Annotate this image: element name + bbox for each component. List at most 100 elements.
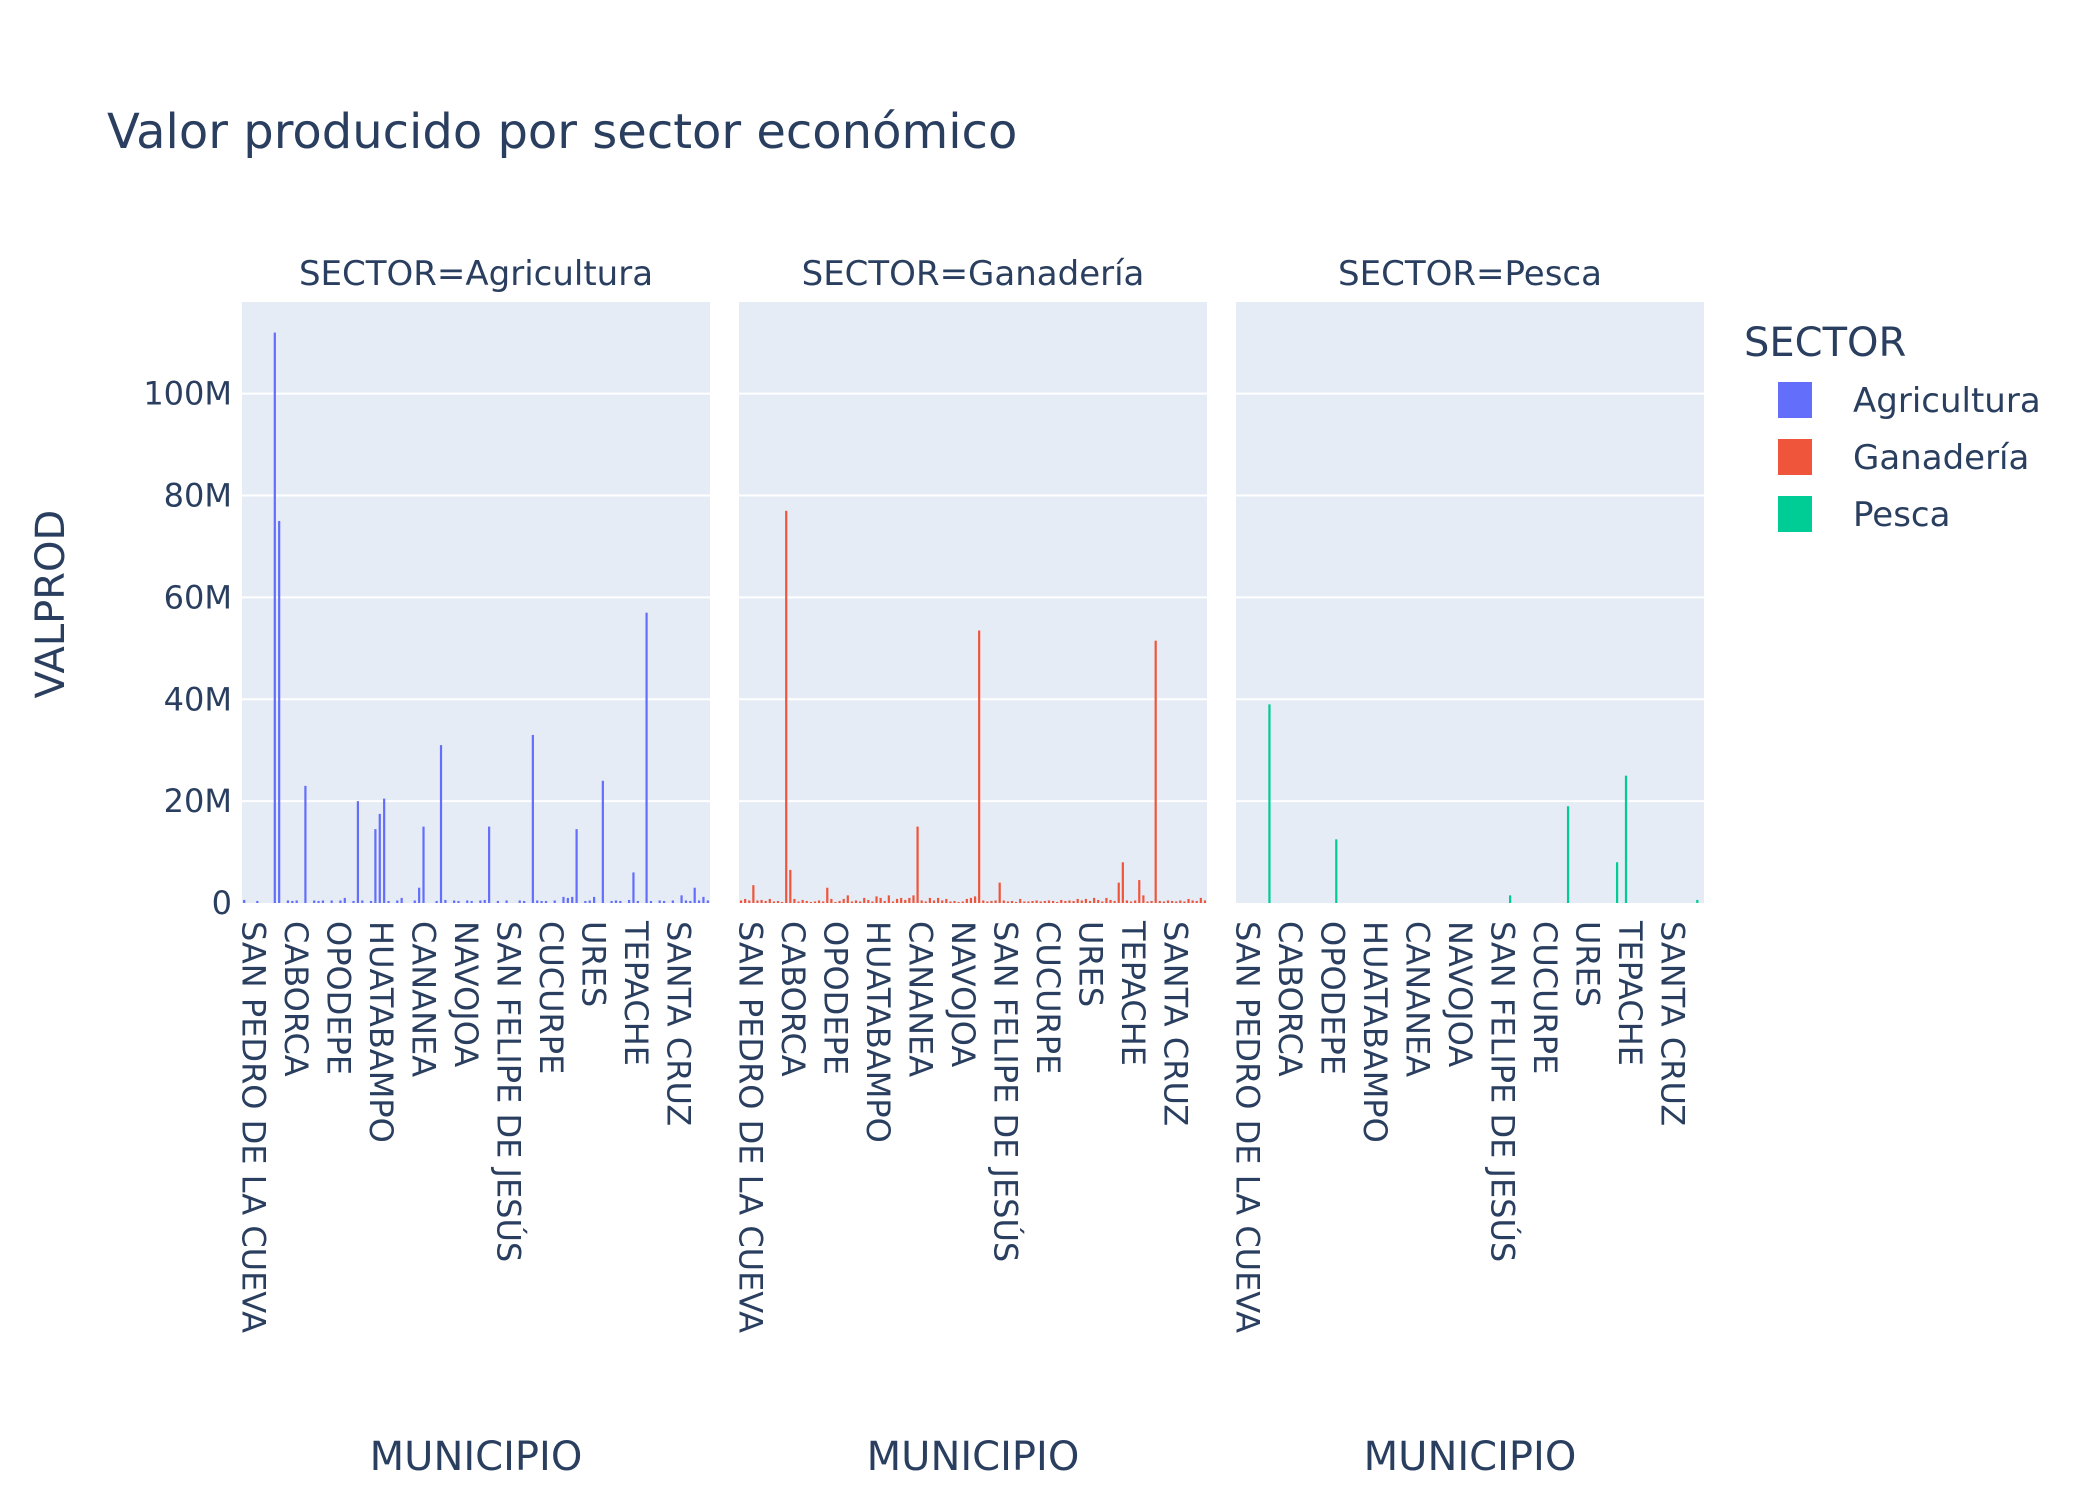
bar-ganadería[interactable] [859,901,862,903]
bar-ganadería[interactable] [797,901,800,903]
bar-ganadería[interactable] [1072,900,1075,903]
bar-agricultura[interactable] [470,900,473,903]
bar-pesca[interactable] [1615,862,1619,903]
bar-ganadería[interactable] [1166,900,1170,903]
legend-item-ganadería[interactable]: Ganadería [1778,438,2029,478]
bar-agricultura[interactable] [396,900,399,903]
legend-item-pesca[interactable]: Pesca [1778,495,1950,535]
bar-ganadería[interactable] [1142,895,1145,903]
bar-agricultura[interactable] [610,900,613,903]
bar-ganadería[interactable] [826,887,829,903]
bar-agricultura[interactable] [378,813,381,903]
bar-ganadería[interactable] [785,510,788,903]
bar-ganadería[interactable] [1019,898,1022,903]
bar-ganadería[interactable] [850,901,853,903]
bar-agricultura[interactable] [457,900,460,903]
bar-ganadería[interactable] [879,897,882,903]
bar-ganadería[interactable] [752,885,755,903]
bar-ganadería[interactable] [965,898,968,903]
bar-ganadería[interactable] [912,895,915,903]
bar-agricultura[interactable] [571,896,574,903]
bar-ganadería[interactable] [1002,900,1005,903]
bar-agricultura[interactable] [671,900,674,903]
bar-agricultura[interactable] [286,900,290,903]
bar-agricultura[interactable] [706,900,709,903]
bar-ganadería[interactable] [1039,901,1042,903]
bar-ganadería[interactable] [908,897,911,903]
bar-ganadería[interactable] [883,900,886,903]
bar-ganadería[interactable] [1097,899,1100,903]
bar-ganadería[interactable] [781,901,784,903]
bar-ganadería[interactable] [801,899,804,903]
bar-ganadería[interactable] [990,900,993,903]
bar-agricultura[interactable] [702,896,705,903]
bar-ganadería[interactable] [805,900,808,903]
bar-ganadería[interactable] [867,899,870,903]
bar-agricultura[interactable] [483,899,486,903]
bar-agricultura[interactable] [256,900,259,903]
bar-agricultura[interactable] [536,900,539,903]
bar-ganadería[interactable] [957,901,960,903]
bar-ganadería[interactable] [744,898,747,903]
bar-ganadería[interactable] [1084,898,1087,903]
bar-agricultura[interactable] [356,801,360,903]
bar-ganadería[interactable] [1203,900,1207,903]
bar-pesca[interactable] [1268,704,1271,903]
bar-ganadería[interactable] [969,897,973,903]
bar-ganadería[interactable] [748,900,751,903]
bar-agricultura[interactable] [479,900,482,903]
bar-ganadería[interactable] [978,630,981,903]
bar-agricultura[interactable] [383,798,386,903]
bar-ganadería[interactable] [941,900,944,903]
bar-ganadería[interactable] [817,900,821,903]
bar-agricultura[interactable] [453,900,456,903]
bar-ganadería[interactable] [739,900,743,903]
bar-ganadería[interactable] [1138,880,1141,903]
bar-ganadería[interactable] [842,898,845,903]
bar-agricultura[interactable] [636,900,639,903]
bar-agricultura[interactable] [584,900,587,903]
bar-agricultura[interactable] [592,896,596,903]
bar-ganadería[interactable] [1006,901,1009,903]
bar-pesca[interactable] [1566,806,1570,903]
bar-ganadería[interactable] [895,898,899,903]
bar-agricultura[interactable] [505,900,508,903]
bar-ganadería[interactable] [920,900,923,903]
bar-agricultura[interactable] [662,900,666,903]
bar-agricultura[interactable] [387,900,390,903]
bar-agricultura[interactable] [330,900,333,903]
bar-ganadería[interactable] [986,901,989,903]
bar-agricultura[interactable] [400,897,403,903]
bar-agricultura[interactable] [317,900,320,903]
bar-pesca[interactable] [1624,775,1628,903]
bar-ganadería[interactable] [1129,901,1133,903]
bar-agricultura[interactable] [496,900,499,903]
bar-ganadería[interactable] [1158,900,1161,903]
bar-agricultura[interactable] [422,826,425,903]
bar-agricultura[interactable] [361,900,364,903]
bar-pesca[interactable] [1509,895,1512,903]
bar-ganadería[interactable] [1175,901,1178,903]
bar-ganadería[interactable] [822,901,825,903]
bar-ganadería[interactable] [772,901,775,903]
bar-agricultura[interactable] [658,900,661,903]
bar-ganadería[interactable] [973,896,977,903]
bar-ganadería[interactable] [1154,640,1157,903]
legend[interactable]: SECTOR Agricultura Ganadería Pesca [1744,320,2041,535]
bar-agricultura[interactable] [343,897,346,903]
bar-ganadería[interactable] [1113,900,1116,903]
bar-agricultura[interactable] [649,900,653,903]
bar-ganadería[interactable] [1047,900,1051,903]
bar-ganadería[interactable] [838,900,841,903]
bar-agricultura[interactable] [295,900,298,903]
bar-ganadería[interactable] [900,897,903,903]
bar-agricultura[interactable] [313,900,316,903]
bar-ganadería[interactable] [1117,882,1120,903]
bar-ganadería[interactable] [982,900,985,903]
bar-agricultura[interactable] [339,900,342,903]
bar-ganadería[interactable] [834,901,837,903]
bar-ganadería[interactable] [1076,898,1079,903]
bar-ganadería[interactable] [924,901,927,903]
bar-ganadería[interactable] [1027,901,1030,903]
bar-pesca[interactable] [1335,839,1338,903]
